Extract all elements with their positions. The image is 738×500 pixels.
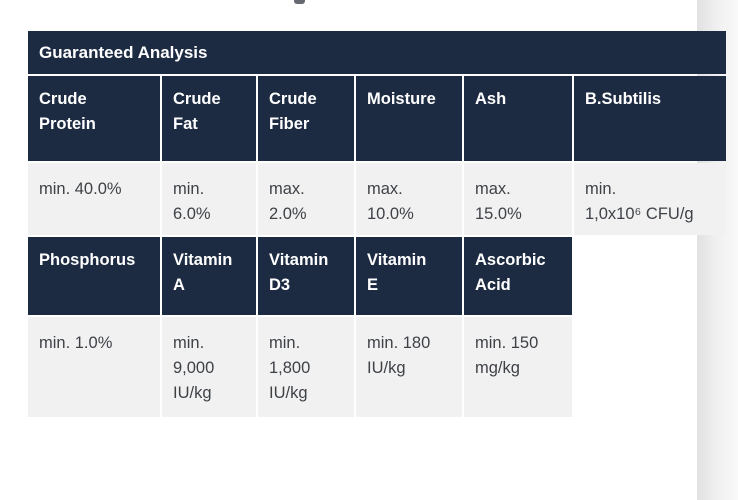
value-row-2: min. 1.0% min. 9,000 IU/kg min. 1,800 IU… <box>28 317 726 417</box>
guaranteed-analysis-table: Guaranteed Analysis Crude Protein Crude … <box>26 29 728 419</box>
value-cell-ascorbic-acid: min. 150 mg/kg <box>464 317 572 417</box>
value-cell-moisture: max. 10.0% <box>356 163 462 235</box>
header-cell-moisture: Moisture <box>356 76 462 161</box>
table-title-row: Guaranteed Analysis <box>28 31 726 74</box>
header-row-1: Crude Protein Crude Fat Crude Fiber Mois… <box>28 76 726 161</box>
table-title: Guaranteed Analysis <box>28 31 726 74</box>
value-cell-vitamin-e: min. 180 IU/kg <box>356 317 462 417</box>
header-cell-crude-protein: Crude Protein <box>28 76 160 161</box>
value-cell-vitamin-d3: min. 1,800 IU/kg <box>258 317 354 417</box>
clipped-text-fragment <box>294 0 305 4</box>
header-cell-ascorbic-acid: Ascorbic Acid <box>464 237 572 315</box>
header-cell-vitamin-d3: Vitamin D3 <box>258 237 354 315</box>
value-cell-phosphorus: min. 1.0% <box>28 317 160 417</box>
header-cell-vitamin-a: Vitamin A <box>162 237 256 315</box>
header-cell-vitamin-e: Vitamin E <box>356 237 462 315</box>
value-cell-vitamin-a: min. 9,000 IU/kg <box>162 317 256 417</box>
header-cell-crude-fat: Crude Fat <box>162 76 256 161</box>
header-row-2: Phosphorus Vitamin A Vitamin D3 Vitamin … <box>28 237 726 315</box>
header-cell-b-subtilis: B.Subtilis <box>574 76 726 161</box>
empty-cell <box>574 237 726 315</box>
header-cell-ash: Ash <box>464 76 572 161</box>
value-cell-crude-fiber: max. 2.0% <box>258 163 354 235</box>
empty-cell <box>574 317 726 417</box>
value-cell-ash: max. 15.0% <box>464 163 572 235</box>
header-cell-phosphorus: Phosphorus <box>28 237 160 315</box>
header-cell-crude-fiber: Crude Fiber <box>258 76 354 161</box>
value-cell-crude-fat: min. 6.0% <box>162 163 256 235</box>
value-cell-b-subtilis: min. 1,0x10⁶ CFU/g <box>574 163 726 235</box>
value-row-1: min. 40.0% min. 6.0% max. 2.0% max. 10.0… <box>28 163 726 235</box>
value-cell-crude-protein: min. 40.0% <box>28 163 160 235</box>
